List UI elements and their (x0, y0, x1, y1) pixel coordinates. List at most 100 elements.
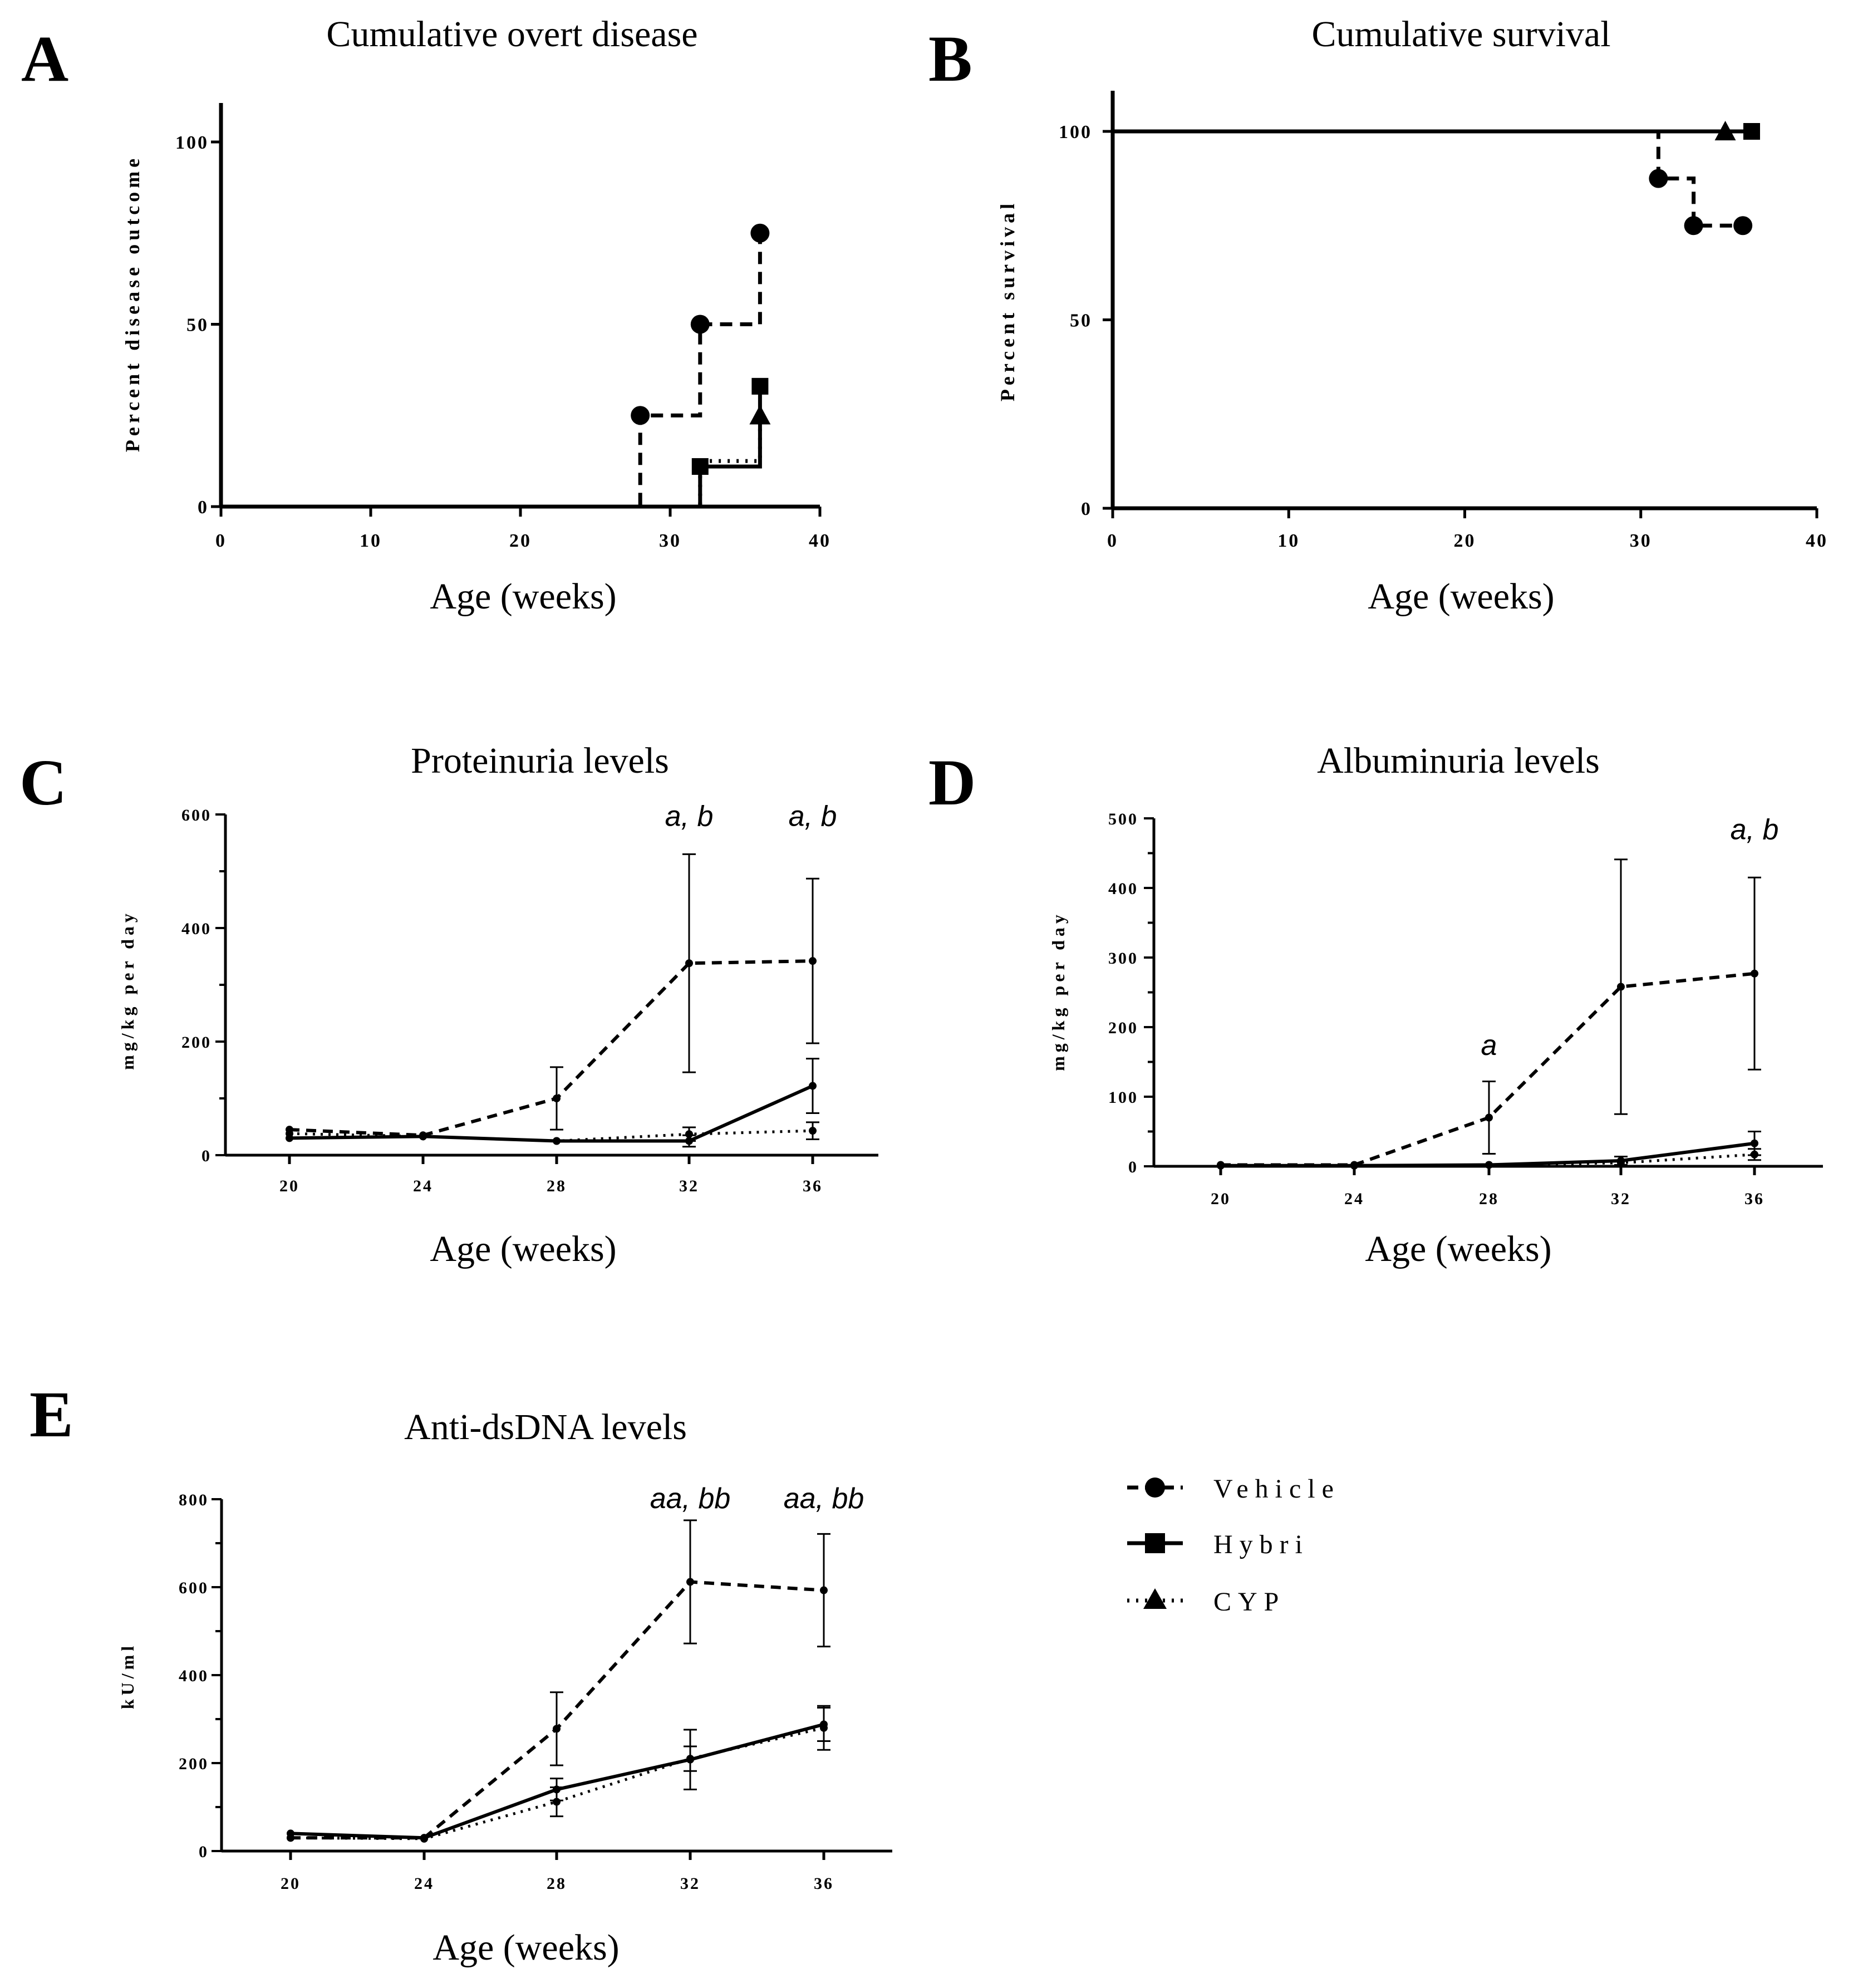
panel-d-xlabel: Age (weeks) (1365, 1229, 1551, 1269)
panel-c-series-vehicle-point-2 (553, 1094, 561, 1102)
panel-a-y-tick-label-0: 0 (198, 497, 209, 518)
panel-c-title: Proteinuria levels (411, 740, 669, 781)
legend-marker-vehicle (1145, 1477, 1165, 1498)
panel-d-annotation-0: a (1481, 1029, 1497, 1062)
panel-b-series-vehicle-point-0 (1649, 169, 1668, 188)
panel-d-y-tick-label-5: 500 (1108, 810, 1138, 828)
panel-a-x-tick-label-1: 10 (360, 531, 382, 551)
panel-d-series-cyp-line (1221, 1153, 1755, 1167)
panel-b-ylabel: Percent survival (996, 200, 1019, 401)
panel-b-series-hybri-point-0 (1743, 123, 1760, 140)
panel-e: E Anti-dsDNA levels Age (weeks) kU/ml 20… (30, 1378, 892, 1968)
panel-letter-a: A (21, 22, 68, 95)
panel-e-x-tick-label-2: 28 (547, 1874, 567, 1893)
panel-c-series-vehicle-point-3 (685, 959, 693, 968)
panel-d-series-vehicle-point-2 (1485, 1113, 1493, 1122)
panel-d-y-tick-label-2: 200 (1108, 1019, 1138, 1037)
panel-b-series-vehicle-point-1 (1684, 216, 1703, 235)
panel-e-series-vehicle-point-1 (420, 1834, 428, 1842)
panel-b-y-tick-label-0: 0 (1081, 499, 1092, 519)
panel-b-series-cyp-point-0 (1714, 121, 1736, 141)
panel-b-x-tick-label-1: 10 (1277, 531, 1300, 551)
panel-b-x-tick-label-0: 0 (1107, 531, 1118, 551)
panel-e-x-tick-label-0: 20 (281, 1874, 301, 1893)
panel-d-ylabel: mg/kg per day (1048, 911, 1068, 1071)
panel-b-x-tick-label-3: 30 (1630, 531, 1652, 551)
panel-e-x-tick-label-4: 36 (814, 1874, 834, 1893)
panel-c-series-hybri-point-0 (286, 1134, 293, 1142)
panel-c-x-tick-label-2: 28 (547, 1177, 567, 1195)
panel-a-x-tick-label-0: 0 (215, 531, 227, 551)
panel-a-series-vehicle-point-2 (750, 223, 770, 243)
panel-b-x-tick-label-2: 20 (1454, 531, 1476, 551)
panel-b: B Cumulative survival Age (weeks) Percen… (928, 14, 1826, 617)
panel-a-y-tick-label-2: 100 (175, 132, 209, 153)
panel-a-series-hybri-point-0 (691, 458, 709, 475)
panel-e-series-vehicle-point-4 (820, 1586, 828, 1594)
panel-e-series-hybri-point-4 (820, 1720, 828, 1729)
panel-d-x-tick-label-2: 28 (1479, 1190, 1499, 1208)
panel-c-y-tick-label-2: 400 (181, 920, 212, 938)
legend-item-cyp: CYP (1127, 1587, 1279, 1617)
panel-letter-e: E (30, 1378, 73, 1451)
panel-a-series-cyp-point-0 (749, 405, 771, 425)
legend-marker-cyp (1143, 1588, 1167, 1609)
panel-a-series-vehicle-point-1 (690, 315, 710, 334)
panel-a-x-tick-label-4: 40 (809, 531, 831, 551)
panel-letter-b: B (928, 22, 972, 95)
panel-d-series-vehicle-point-1 (1350, 1161, 1358, 1169)
panel-c-x-tick-label-4: 36 (803, 1177, 823, 1195)
panel-b-xlabel: Age (weeks) (1368, 576, 1554, 617)
panel-c-ylabel: mg/kg per day (117, 910, 137, 1070)
panel-e-y-tick-label-2: 400 (179, 1667, 209, 1685)
panel-e-x-tick-label-3: 32 (680, 1874, 700, 1893)
legend-marker-hybri (1145, 1533, 1165, 1553)
panel-e-series-hybri-point-3 (686, 1755, 694, 1764)
panel-e-title: Anti-dsDNA levels (404, 1407, 687, 1447)
panel-d-series-vehicle-point-0 (1217, 1161, 1225, 1169)
panel-c-series-cyp-point-4 (809, 1127, 817, 1135)
panel-c-y-tick-label-3: 600 (181, 806, 212, 824)
panel-a-ylabel: Percent disease outcome (121, 155, 144, 452)
panel-d-x-tick-label-3: 32 (1611, 1190, 1631, 1208)
panel-e-annotation-1: aa, bb (784, 1483, 864, 1515)
panel-d-x-tick-label-0: 20 (1211, 1190, 1231, 1208)
panel-e-y-tick-label-0: 0 (199, 1843, 209, 1861)
panel-e-ylabel: kU/ml (117, 1642, 137, 1709)
panel-e-plot: 20 24 28 32 36 0 200 400 600 800 aa, bb aa, bb (179, 1483, 892, 1893)
panel-d-series-hybri-point-4 (1751, 1139, 1758, 1147)
panel-d-plot: 20 24 28 32 36 0 100 200 300 400 500 a a, b (1108, 810, 1823, 1208)
panel-d-series-vehicle-point-3 (1617, 983, 1625, 991)
panel-a-series-vehicle-point-0 (631, 406, 650, 425)
panel-c-x-tick-label-1: 24 (413, 1177, 433, 1195)
legend: Vehicle Hybri CYP (1127, 1474, 1334, 1617)
panel-a-series-hybri-point-1 (751, 377, 769, 395)
panel-e-y-tick-label-4: 800 (179, 1491, 209, 1509)
panel-letter-d: D (928, 746, 976, 819)
legend-item-vehicle: Vehicle (1127, 1474, 1334, 1504)
panel-e-series-hybri-point-2 (553, 1785, 561, 1794)
panel-a-plot: 0 10 20 30 40 0 50 100 (175, 103, 831, 551)
panel-c-series-hybri-point-3 (685, 1137, 693, 1145)
panel-e-x-tick-label-1: 24 (414, 1874, 434, 1893)
panel-d-y-tick-label-4: 400 (1108, 880, 1138, 898)
panel-d-series-hybri-point-3 (1617, 1157, 1625, 1165)
panel-d-series-hybri-point-2 (1485, 1161, 1493, 1169)
panel-d: D Albuminuria levels Age (weeks) mg/kg p… (928, 740, 1823, 1269)
panel-b-title: Cumulative survival (1311, 14, 1610, 55)
panel-c: C Proteinuria levels Age (weeks) mg/kg p… (19, 740, 878, 1269)
panel-d-title: Albuminuria levels (1317, 740, 1600, 781)
panel-a-xlabel: Age (weeks) (430, 576, 616, 617)
panel-a-title: Cumulative overt disease (326, 14, 697, 55)
panel-e-series-vehicle-point-0 (287, 1834, 294, 1842)
panel-c-x-tick-label-0: 20 (279, 1177, 299, 1195)
panel-a-x-tick-label-2: 20 (509, 531, 532, 551)
panel-letter-c: C (19, 746, 67, 819)
panel-c-series-hybri-point-2 (553, 1137, 561, 1145)
panel-c-xlabel: Age (weeks) (430, 1229, 616, 1269)
panel-d-y-tick-label-3: 300 (1108, 949, 1138, 968)
panel-d-x-tick-label-4: 36 (1744, 1190, 1764, 1208)
panel-d-y-tick-label-1: 100 (1108, 1088, 1138, 1107)
panel-e-xlabel: Age (weeks) (432, 1927, 619, 1968)
